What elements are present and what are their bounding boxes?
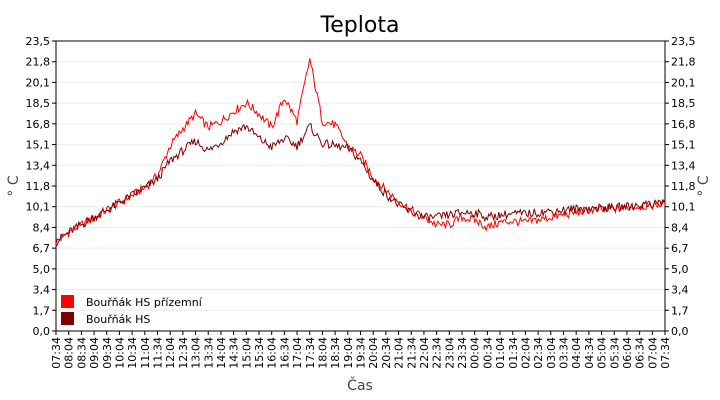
x-axis: 07:34 08:04 08:34 09:04 09:34 10:04 10:34 11:04…: [50, 331, 672, 369]
y-axis-left: 0,0 1,7 3,4 5,0 6,7 8,4 10,1 11,8 13,4 15,1 16,8 18…: [26, 35, 56, 338]
y-tick-label-right: 6,7: [671, 242, 689, 255]
y-tick-label-right: 15,1: [671, 139, 696, 152]
y-tick-label-left: 0,0: [33, 325, 51, 338]
x-tick-label: 01:04: [494, 337, 507, 369]
x-tick-label: 22:34: [431, 337, 444, 369]
y-tick-label-left: 6,7: [33, 242, 51, 255]
x-tick-label: 01:34: [507, 337, 520, 369]
x-tick-label: 05:34: [608, 337, 621, 369]
x-tick-label: 15:34: [253, 337, 266, 369]
y-tick-label-right: 13,4: [671, 159, 696, 172]
x-tick-label: 11:04: [139, 337, 152, 369]
y-tick-label-right: 3,4: [671, 284, 689, 297]
x-tick-label: 03:34: [558, 337, 571, 369]
x-tick-label: 03:04: [545, 337, 558, 369]
y-tick-label-right: 5,0: [671, 263, 689, 276]
x-tick-label: 07:04: [646, 337, 659, 369]
legend-swatch-series-1: [61, 295, 74, 308]
x-tick-label: 00:34: [481, 337, 494, 369]
grid: [56, 61, 665, 311]
x-tick-label: 06:34: [634, 337, 647, 369]
x-tick-label: 06:04: [621, 337, 634, 369]
x-tick-label: 21:34: [405, 337, 418, 369]
x-tick-label: 23:34: [456, 337, 469, 369]
x-tick-label: 08:04: [63, 337, 76, 369]
x-tick-label: 07:34: [50, 337, 63, 369]
y-tick-label-left: 1,7: [33, 304, 51, 317]
x-tick-label: 10:34: [126, 337, 139, 369]
y-tick-label-left: 5,0: [33, 263, 51, 276]
y-tick-label-right: 18,5: [671, 97, 696, 110]
x-tick-label: 22:04: [418, 337, 431, 369]
y-tick-label-left: 3,4: [33, 284, 51, 297]
x-tick-label: 09:34: [101, 337, 114, 369]
x-tick-label: 08:34: [75, 337, 88, 369]
y-axis-title-left: ° C: [6, 175, 22, 196]
series-line-1: [55, 58, 666, 245]
x-tick-label: 20:04: [367, 337, 380, 369]
x-tick-label: 15:04: [240, 337, 253, 369]
y-tick-label-right: 21,8: [671, 56, 696, 69]
x-tick-label: 16:34: [278, 337, 291, 369]
x-tick-label: 18:34: [329, 337, 342, 369]
legend: Bouřňák HS přízemní Bouřňák HS: [61, 295, 203, 326]
y-tick-label-left: 15,1: [26, 139, 51, 152]
legend-label-series-2: Bouřňák HS: [86, 313, 150, 326]
x-tick-label: 04:34: [583, 337, 596, 369]
y-tick-label-right: 1,7: [671, 304, 689, 317]
y-tick-label-left: 18,5: [26, 97, 51, 110]
x-tick-label: 12:04: [164, 337, 177, 369]
x-tick-label: 13:34: [202, 337, 215, 369]
y-tick-label-left: 11,8: [26, 180, 51, 193]
y-tick-label-left: 23,5: [26, 35, 51, 48]
x-tick-label: 20:34: [380, 337, 393, 369]
y-tick-label-left: 10,1: [26, 201, 51, 214]
x-tick-label: 19:34: [355, 337, 368, 369]
y-tick-label-left: 20,1: [26, 76, 51, 89]
x-tick-label: 14:04: [215, 337, 228, 369]
x-tick-label: 19:04: [342, 337, 355, 369]
legend-swatch-series-2: [61, 312, 74, 325]
y-tick-label-right: 23,5: [671, 35, 696, 48]
y-tick-label-right: 0,0: [671, 325, 689, 338]
y-tick-label-left: 13,4: [26, 159, 51, 172]
x-tick-label: 05:04: [596, 337, 609, 369]
x-tick-label: 14:34: [228, 337, 241, 369]
y-tick-label-right: 20,1: [671, 76, 696, 89]
x-tick-label: 17:04: [291, 337, 304, 369]
y-tick-label-right: 8,4: [671, 221, 689, 234]
x-tick-label: 02:34: [532, 337, 545, 369]
y-tick-label-right: 10,1: [671, 201, 696, 214]
x-tick-label: 00:04: [469, 337, 482, 369]
x-tick-label: 12:34: [177, 337, 190, 369]
x-tick-label: 18:04: [316, 337, 329, 369]
x-axis-title: Čas: [347, 376, 373, 394]
series-line-2: [55, 123, 666, 247]
x-tick-label: 23:04: [443, 337, 456, 369]
chart-title: Teplota: [320, 13, 400, 38]
y-tick-label-right: 16,8: [671, 118, 696, 131]
y-tick-label-left: 16,8: [26, 118, 51, 131]
x-tick-label: 10:04: [113, 337, 126, 369]
x-tick-label: 09:04: [88, 337, 101, 369]
x-tick-label: 02:04: [519, 337, 532, 369]
x-tick-label: 13:04: [190, 337, 203, 369]
x-tick-label: 04:04: [570, 337, 583, 369]
series-layer: [55, 58, 666, 247]
x-tick-label: 11:34: [152, 337, 165, 369]
x-tick-label: 17:34: [304, 337, 317, 369]
y-axis-title-right: ° C: [696, 175, 712, 196]
y-tick-label-left: 8,4: [33, 221, 51, 234]
y-axis-right: 0,0 1,7 3,4 5,0 6,7 8,4 10,1 11,8 13,4 15,1 16,8 18…: [665, 35, 696, 338]
x-tick-label: 07:34: [659, 337, 672, 369]
legend-label-series-1: Bouřňák HS přízemní: [86, 296, 203, 309]
y-tick-label-right: 11,8: [671, 180, 696, 193]
x-tick-label: 21:04: [393, 337, 406, 369]
y-tick-label-left: 21,8: [26, 56, 51, 69]
x-tick-label: 16:04: [266, 337, 279, 369]
